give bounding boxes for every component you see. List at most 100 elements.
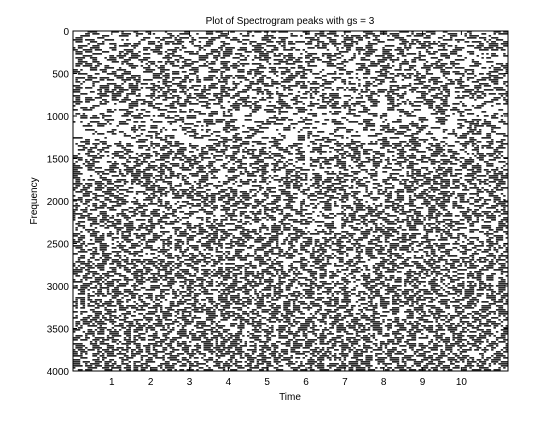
peak-cell [291,315,296,317]
peak-cell [206,53,213,55]
peak-cell [295,153,302,155]
peak-cell [95,97,102,99]
peak-cell [129,211,136,213]
peak-cell [324,159,334,161]
peak-cell [274,159,276,161]
peak-cell [503,217,508,219]
peak-cell [344,83,346,85]
peak-cell [155,309,157,311]
peak-cell [191,231,196,233]
peak-cell [344,59,346,61]
peak-cell [216,229,226,231]
peak-cell [421,95,426,97]
peak-cell [312,127,317,129]
peak-cell [496,39,503,41]
peak-cell [266,267,276,269]
peak-cell [378,95,380,97]
peak-cell [421,255,423,257]
peak-cell [416,77,426,79]
peak-cell [489,195,499,197]
peak-cell [160,195,162,197]
peak-cell [436,149,446,151]
peak-cell [252,97,257,99]
peak-cell [428,107,433,109]
peak-cell [177,35,179,37]
peak-cell [489,181,496,183]
peak-cell [85,269,90,271]
peak-cell [206,247,213,249]
peak-cell [498,121,505,123]
peak-cell [78,289,85,291]
peak-cell [182,169,192,171]
peak-cell [496,305,503,307]
peak-cell [472,315,474,317]
peak-cell [346,71,353,73]
peak-cell [143,317,153,319]
peak-cell [402,293,409,295]
peak-cell [351,271,361,273]
peak-cell [160,203,162,205]
peak-cell [109,317,111,319]
peak-cell [378,189,383,191]
peak-cell [107,311,117,313]
peak-cell [300,205,302,207]
peak-cell [150,137,152,139]
peak-cell [336,213,346,215]
peak-cell [385,45,395,47]
peak-cell [385,71,390,73]
peak-cell [469,259,474,261]
peak-cell [73,177,80,179]
peak-cell [399,63,409,65]
peak-cell [351,237,353,239]
peak-cell [225,311,235,313]
peak-cell [455,59,465,61]
peak-cell [489,79,499,81]
peak-cell [109,57,116,59]
peak-cell [262,199,267,201]
peak-cell [315,139,325,141]
peak-cell [225,213,235,215]
peak-cell [117,231,119,233]
peak-cell [160,71,165,73]
peak-cell [112,223,122,225]
peak-cell [75,113,80,115]
peak-cell [363,149,373,151]
peak-cell [121,99,131,101]
peak-cell [189,235,196,237]
peak-cell [136,163,143,165]
peak-cell [75,77,85,79]
peak-cell [92,53,102,55]
peak-cell [496,63,503,65]
peak-cell [150,217,152,219]
peak-cell [293,305,300,307]
peak-cell [262,179,267,181]
peak-cell [489,175,499,177]
peak-cell [431,227,441,229]
peak-cell [131,273,138,275]
peak-cell [225,121,235,123]
peak-cell [196,217,203,219]
peak-cell [223,145,230,147]
peak-cell [97,149,104,151]
peak-cell [327,139,337,141]
peak-cell [385,237,390,239]
peak-cell [119,157,126,159]
peak-cell [158,81,160,83]
peak-cell [300,179,307,181]
peak-cell [83,203,88,205]
peak-cell [423,189,428,191]
peak-cell [423,235,428,237]
peak-cell [457,295,459,297]
peak-cell [481,301,488,303]
peak-cell [327,37,332,39]
peak-cell [162,211,164,213]
peak-cell [150,213,160,215]
peak-cell [353,201,355,203]
peak-cell [295,287,297,289]
peak-cell [295,49,300,51]
peak-cell [211,37,221,39]
peak-cell [472,211,477,213]
peak-cell [315,229,317,231]
peak-cell [394,133,404,135]
peak-cell [310,101,312,103]
